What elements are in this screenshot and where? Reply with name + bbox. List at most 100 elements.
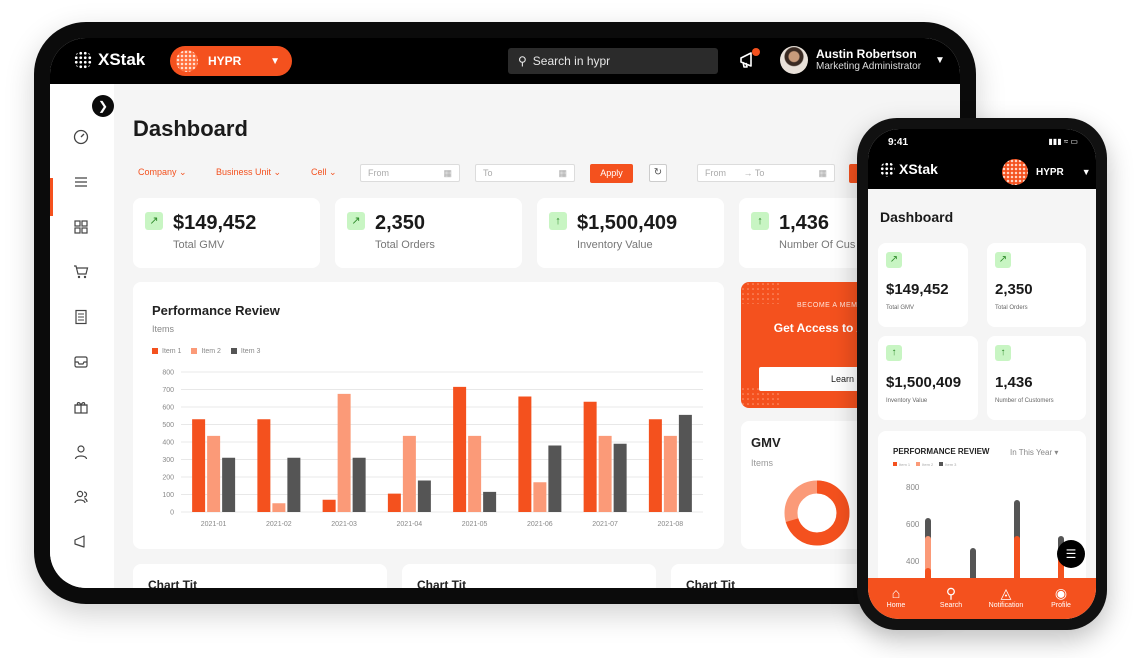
- y-tick-label: 400: [162, 440, 174, 447]
- tab-profile[interactable]: ◉ Profile: [1036, 584, 1086, 609]
- megaphone-icon[interactable]: [738, 48, 760, 70]
- phone-legend-label: Item 2: [922, 462, 934, 467]
- phone-kpi-card: ↗ 2,350 Total Orders: [987, 243, 1086, 327]
- mini-chart-card: Chart Tit: [133, 564, 387, 588]
- legend-swatch: [230, 348, 237, 355]
- to-date-input[interactable]: To ▦: [475, 164, 575, 182]
- performance-review-card: Performance Review Items Item 1 Item 2 I…: [133, 282, 724, 549]
- date-range-input[interactable]: From → To ▦: [697, 164, 835, 182]
- search-input[interactable]: ⚲ Search in hypr: [508, 48, 718, 74]
- tab-home[interactable]: ⌂ Home: [871, 584, 921, 609]
- legend-swatch: [916, 462, 921, 466]
- xstak-logo[interactable]: XStak: [74, 50, 145, 70]
- chevron-down-icon: ▼: [1081, 167, 1091, 177]
- menu-fab-button[interactable]: ☰: [1057, 540, 1085, 568]
- bar-item-2: [468, 435, 482, 512]
- y-tick-label: 200: [162, 475, 174, 482]
- logo-dots-icon: [74, 51, 92, 69]
- bar-item-3: [417, 480, 431, 512]
- phone-logo-text: XStak: [899, 161, 938, 177]
- bar-item-1: [322, 499, 336, 512]
- home-icon: ⌂: [891, 585, 901, 601]
- bar-item-3: [613, 443, 627, 512]
- phone-kpi-value: 2,350: [995, 281, 1033, 298]
- y-tick-label: 800: [162, 370, 174, 377]
- tab-search[interactable]: ⚲ Search: [926, 584, 976, 609]
- x-tick-label: 2021-02: [266, 521, 292, 528]
- bar-item-1: [583, 401, 597, 512]
- phone-legend-item: Item 3: [939, 462, 956, 467]
- y-tick-label: 500: [162, 422, 174, 429]
- refresh-icon[interactable]: ↻: [649, 164, 667, 182]
- phone-brand-switcher[interactable]: HYPR ▼: [1002, 159, 1091, 185]
- logo-text: XStak: [98, 50, 146, 69]
- phone-logo[interactable]: XStak: [880, 161, 938, 177]
- arrow-up-icon: ↑: [995, 345, 1011, 361]
- bar-item-1: [257, 419, 271, 512]
- brand-dots-icon: [1002, 159, 1028, 185]
- performance-bar-chart: 0 100 200 300 400 500 600 700 800 2021-01 2021-02 2…: [162, 370, 703, 528]
- kpi-label: Number Of Cus: [779, 239, 856, 251]
- legend-item-2[interactable]: Item 2: [191, 348, 221, 355]
- x-tick-label: 2021-08: [658, 521, 684, 528]
- bar-item-1: [518, 396, 532, 512]
- megaphone-icon: ◬: [1000, 585, 1012, 601]
- bar-item-3: [678, 414, 692, 512]
- legend-swatch: [191, 348, 198, 355]
- document-icon[interactable]: [72, 309, 90, 327]
- phone-kpi-value: $149,452: [886, 281, 949, 298]
- list-icon[interactable]: [72, 174, 90, 192]
- tab-label: Search: [939, 602, 963, 609]
- cart-icon[interactable]: [72, 264, 90, 282]
- apply-button[interactable]: Apply: [590, 164, 633, 183]
- bar-item-3: [287, 457, 301, 512]
- gauge-icon[interactable]: [72, 129, 90, 147]
- tab-label: Home: [886, 602, 906, 609]
- cell-filter[interactable]: Cell ⌄: [311, 167, 337, 177]
- legend-item-3[interactable]: Item 3: [230, 348, 260, 355]
- user-role: Marketing Administrator: [816, 61, 922, 72]
- bar-item-2: [272, 503, 286, 512]
- period-select[interactable]: In This Year ▾: [1010, 448, 1059, 457]
- y-tick-label: 300: [162, 457, 174, 464]
- tab-label: Profile: [1051, 602, 1071, 609]
- x-tick-label: 2021-07: [592, 521, 618, 528]
- phone-kpi-label: Total Orders: [995, 305, 1028, 311]
- trend-up-icon: ↗: [886, 252, 902, 268]
- kpi-value: $1,500,409: [577, 212, 678, 234]
- performance-subtitle: Items: [152, 324, 175, 334]
- gift-icon[interactable]: [72, 399, 90, 417]
- legend-item-1[interactable]: Item 1: [152, 348, 181, 355]
- kpi-value: 1,436: [779, 212, 830, 234]
- phone-kpi-card: ↑ $1,500,409 Inventory Value: [878, 336, 978, 420]
- phone-kpi-value: $1,500,409: [886, 374, 962, 391]
- brand-dots-icon: [176, 50, 198, 72]
- company-filter[interactable]: Company ⌄: [138, 167, 187, 177]
- bar-item-3: [352, 457, 366, 512]
- business-unit-filter[interactable]: Business Unit ⌄: [216, 167, 282, 177]
- phone-legend-label: Item 3: [945, 462, 957, 467]
- users-icon[interactable]: [72, 489, 90, 507]
- user-menu[interactable]: Austin Robertson Marketing Administrator…: [780, 46, 945, 74]
- cell-filter-label: Cell: [311, 167, 327, 177]
- phone-kpi-label: Number of Customers: [995, 398, 1054, 404]
- sidebar-collapse-button[interactable]: ❯: [92, 95, 114, 117]
- user-icon[interactable]: [72, 444, 90, 462]
- brand-switcher[interactable]: HYPR ▼: [170, 46, 292, 76]
- kpi-value: 2,350: [375, 212, 426, 234]
- phone-legend-item: Item 1: [893, 462, 910, 467]
- bar-item-2: [402, 435, 416, 512]
- brand-name: HYPR: [208, 54, 242, 68]
- grid-icon[interactable]: [72, 219, 90, 237]
- gmv-donut-chart: [784, 480, 850, 546]
- x-tick-label: 2021-04: [397, 521, 423, 528]
- phone-kpi-label: Total GMV: [886, 305, 915, 311]
- tab-notification[interactable]: ◬ Notification: [981, 584, 1031, 609]
- arrow-up-icon: ↑: [549, 212, 567, 230]
- trend-up-icon: ↗: [995, 252, 1011, 268]
- megaphone-icon[interactable]: [72, 534, 90, 552]
- performance-title: Performance Review: [152, 303, 280, 318]
- inbox-icon[interactable]: [72, 354, 90, 372]
- from-date-input[interactable]: From ▦: [360, 164, 460, 182]
- phone-y-tick: 400: [906, 557, 920, 566]
